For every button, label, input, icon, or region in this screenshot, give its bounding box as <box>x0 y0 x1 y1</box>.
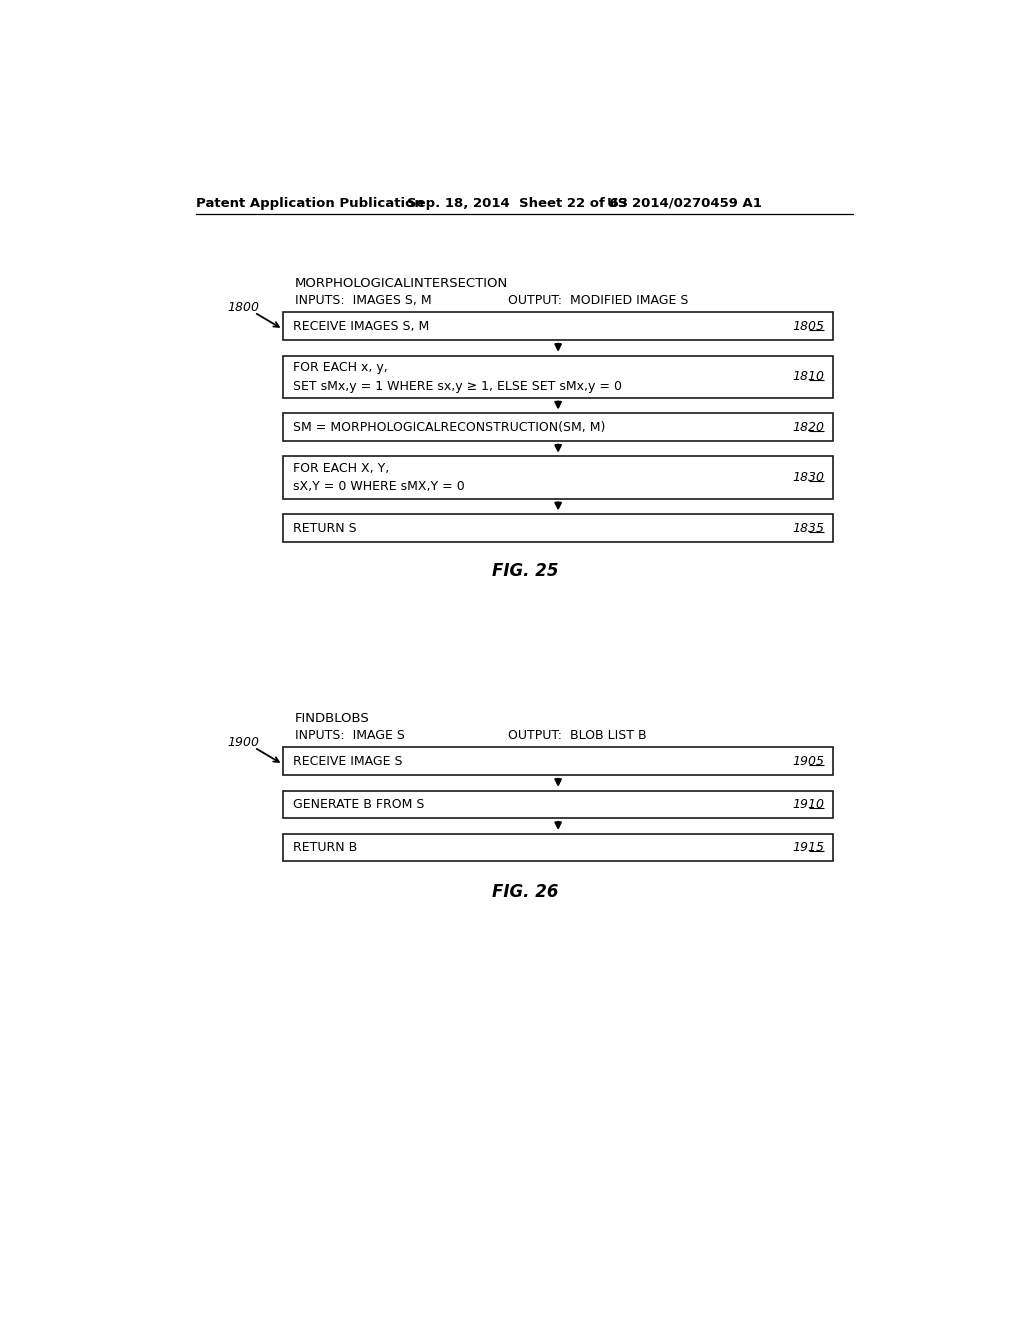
Text: GENERATE B FROM S: GENERATE B FROM S <box>293 797 425 810</box>
Text: FIG. 26: FIG. 26 <box>492 883 558 902</box>
Text: INPUTS:  IMAGE S: INPUTS: IMAGE S <box>295 729 404 742</box>
Text: FIG. 25: FIG. 25 <box>492 562 558 579</box>
Text: INPUTS:  IMAGES S, M: INPUTS: IMAGES S, M <box>295 293 431 306</box>
Text: RECEIVE IMAGE S: RECEIVE IMAGE S <box>293 755 402 768</box>
Text: MORPHOLOGICALINTERSECTION: MORPHOLOGICALINTERSECTION <box>295 277 508 289</box>
Text: RETURN B: RETURN B <box>293 841 357 854</box>
Text: 1820: 1820 <box>792 421 824 434</box>
Text: OUTPUT:  BLOB LIST B: OUTPUT: BLOB LIST B <box>508 729 646 742</box>
Text: 1910: 1910 <box>792 797 824 810</box>
Text: sX,Y = 0 WHERE sMX,Y = 0: sX,Y = 0 WHERE sMX,Y = 0 <box>293 480 465 494</box>
Text: FOR EACH x, y,: FOR EACH x, y, <box>293 360 388 374</box>
Text: 1830: 1830 <box>792 471 824 484</box>
Bar <box>283 413 834 441</box>
Text: 1915: 1915 <box>792 841 824 854</box>
Text: 1810: 1810 <box>792 370 824 383</box>
Bar <box>283 515 834 543</box>
Bar <box>283 791 834 818</box>
Text: 1805: 1805 <box>792 319 824 333</box>
Text: Patent Application Publication: Patent Application Publication <box>197 197 424 210</box>
Text: RETURN S: RETURN S <box>293 521 356 535</box>
Text: US 2014/0270459 A1: US 2014/0270459 A1 <box>607 197 762 210</box>
Text: SET sMx,y = 1 WHERE sx,y ≥ 1, ELSE SET sMx,y = 0: SET sMx,y = 1 WHERE sx,y ≥ 1, ELSE SET s… <box>293 380 622 392</box>
Bar <box>283 355 834 397</box>
Text: 1905: 1905 <box>792 755 824 768</box>
Text: 1835: 1835 <box>792 521 824 535</box>
Text: OUTPUT:  MODIFIED IMAGE S: OUTPUT: MODIFIED IMAGE S <box>508 293 688 306</box>
Bar <box>283 457 834 499</box>
Text: Sep. 18, 2014  Sheet 22 of 63: Sep. 18, 2014 Sheet 22 of 63 <box>407 197 628 210</box>
Text: SM = MORPHOLOGICALRECONSTRUCTION(SM, M): SM = MORPHOLOGICALRECONSTRUCTION(SM, M) <box>293 421 605 434</box>
Text: RECEIVE IMAGES S, M: RECEIVE IMAGES S, M <box>293 319 429 333</box>
Text: 1900: 1900 <box>227 735 259 748</box>
Bar <box>283 313 834 341</box>
Text: FINDBLOBS: FINDBLOBS <box>295 711 370 725</box>
Bar <box>283 747 834 775</box>
Bar <box>283 834 834 862</box>
Text: FOR EACH X, Y,: FOR EACH X, Y, <box>293 462 389 475</box>
Text: 1800: 1800 <box>227 301 259 314</box>
